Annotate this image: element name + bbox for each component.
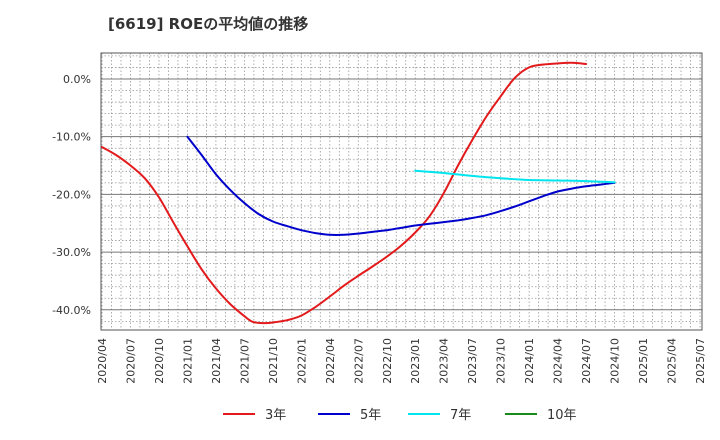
x-tick-label: 2022/10	[381, 338, 394, 384]
x-tick-label: 2025/04	[666, 338, 679, 384]
plot-frame	[100, 52, 703, 331]
series-line-1	[186, 135, 616, 236]
series-layer	[101, 61, 616, 325]
vertical-grid	[101, 53, 701, 330]
x-tick-label: 2023/07	[466, 338, 479, 384]
series-line-2	[414, 169, 616, 184]
y-tick-label: -30.0%	[52, 246, 91, 259]
series-line-0	[101, 61, 588, 325]
x-axis-ticks: 2020/04 2020/07 2020/10 2021/01 2021/04 2021/…	[96, 338, 707, 384]
y-tick-label: -20.0%	[52, 188, 91, 201]
chart-title: [6619] ROEの平均値の推移	[108, 15, 309, 33]
x-tick-label: 2020/07	[124, 338, 137, 384]
x-tick-label: 2021/04	[210, 338, 223, 384]
y-tick-label: -40.0%	[52, 304, 91, 317]
x-tick-label: 2020/04	[96, 338, 109, 384]
x-tick-label: 2024/10	[609, 338, 622, 384]
legend: 3年 5年 7年 10年	[223, 408, 577, 423]
x-tick-label: 2024/07	[580, 338, 593, 384]
x-tick-label: 2022/01	[295, 338, 308, 384]
legend-label-3: 10年	[547, 408, 577, 423]
x-tick-label: 2025/01	[637, 338, 650, 384]
x-tick-label: 2023/01	[409, 338, 422, 384]
legend-label-1: 5年	[360, 408, 381, 423]
legend-label-2: 7年	[450, 408, 471, 423]
x-tick-label: 2025/07	[694, 338, 707, 384]
y-tick-label: -10.0%	[52, 131, 91, 144]
x-tick-label: 2023/10	[495, 338, 508, 384]
horizontal-grid	[101, 55, 702, 322]
legend-label-0: 3年	[265, 408, 286, 423]
x-tick-label: 2020/10	[153, 338, 166, 384]
x-tick-label: 2022/07	[352, 338, 365, 384]
x-tick-label: 2023/04	[438, 338, 451, 384]
x-tick-label: 2021/01	[181, 338, 194, 384]
x-tick-label: 2022/04	[324, 338, 337, 384]
x-tick-label: 2024/04	[552, 338, 565, 384]
plot-background	[101, 53, 702, 330]
x-tick-label: 2021/07	[238, 338, 251, 384]
y-axis-ticks: 0.0% -10.0% -20.0% -30.0% -40.0%	[52, 73, 91, 317]
x-tick-label: 2021/10	[267, 338, 280, 384]
y-tick-label: 0.0%	[63, 73, 91, 86]
x-tick-label: 2024/01	[523, 338, 536, 384]
